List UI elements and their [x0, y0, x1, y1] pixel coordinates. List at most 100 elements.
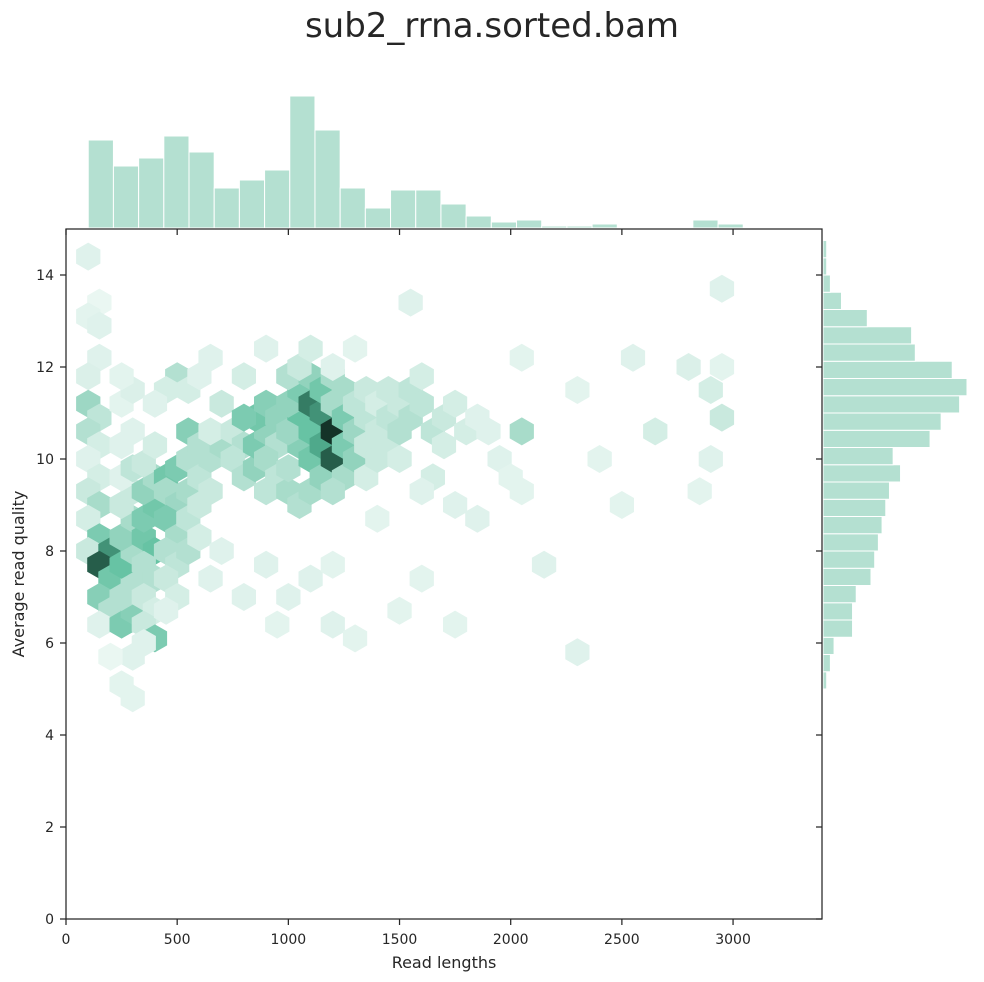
hexbin-178: [398, 288, 423, 317]
hexbin-0: [76, 242, 101, 271]
hexbin-150: [409, 389, 434, 418]
hexbin-194: [342, 624, 368, 653]
hexbin-175: [698, 445, 723, 473]
hexbin-63: [153, 504, 179, 533]
hexbin-156: [443, 389, 468, 418]
hist-x-bar-1: [112, 165, 140, 229]
hist-x-bar-17: [516, 219, 543, 229]
hexbin-189: [276, 583, 301, 611]
hist-y-bar-4: [822, 602, 854, 621]
hist-y-bar-25: [822, 240, 828, 259]
hexbin-168: [609, 491, 634, 519]
hexbin-107: [276, 417, 301, 446]
hist-y-bar-0: [822, 671, 828, 690]
hexbin-187: [231, 583, 256, 611]
hist-y-bar-6: [822, 567, 872, 586]
hexbin-113: [287, 353, 312, 381]
hexbin-5: [76, 362, 101, 391]
y-tick-label-4: 8: [45, 544, 54, 560]
hexbin-192: [265, 610, 290, 639]
hexbin-167: [587, 445, 612, 473]
y-tick-label-5: 10: [36, 452, 54, 468]
hexbin-4: [87, 343, 112, 372]
hexbin-58: [142, 431, 168, 460]
y-tick-label-1: 2: [45, 820, 54, 836]
hexbin-196: [443, 610, 468, 639]
hist-x-bar-2: [138, 157, 165, 229]
y-tick-label-2: 4: [45, 728, 54, 744]
hexbin-171: [676, 353, 701, 381]
y-tick-label-3: 6: [45, 636, 54, 652]
hexbin-3: [87, 311, 112, 340]
hist-y-bar-19: [822, 343, 916, 362]
hist-y-bar-18: [822, 360, 953, 379]
hist-y-bar-16: [822, 395, 961, 414]
hexbin-163: [509, 343, 534, 372]
hist-x-bar-4: [188, 151, 215, 229]
marginal-x-histogram: [87, 95, 744, 229]
hexbin-10: [76, 445, 101, 473]
hexbin-14: [76, 504, 101, 533]
hist-y-bar-20: [822, 326, 913, 345]
y-tick-label-7: 14: [36, 268, 54, 284]
hist-y-bar-14: [822, 429, 931, 448]
hist-x-bar-24: [692, 219, 719, 229]
hexbin-173: [698, 376, 723, 404]
x-tick-label-2: 1000: [271, 932, 307, 948]
hist-x-bar-5: [213, 187, 240, 229]
hexbin-81: [198, 417, 223, 446]
hexbin-69: [153, 596, 179, 625]
hexbin-29: [109, 523, 134, 552]
x-tick-label-4: 2000: [493, 932, 529, 948]
y-tick-label-6: 12: [36, 360, 54, 376]
hexbin-114: [298, 334, 323, 363]
hexbin-200: [409, 477, 434, 506]
hist-y-bar-22: [822, 291, 842, 310]
hexbin-96: [231, 403, 256, 432]
hexbin-160: [509, 417, 534, 446]
hexbin-172: [709, 353, 735, 381]
x-tick-label-6: 3000: [715, 932, 751, 948]
hexbin-161: [487, 445, 512, 473]
hexbin-146: [387, 445, 412, 473]
hexbin-193: [320, 610, 345, 639]
hist-x-bar-6: [238, 179, 266, 229]
hexbin-181: [254, 334, 279, 363]
hist-y-bar-3: [822, 619, 854, 638]
hist-x-bar-9: [314, 129, 341, 229]
hexbin-190: [298, 564, 323, 593]
hist-y-bar-10: [822, 498, 887, 517]
hexbin-39: [109, 362, 134, 391]
hexbin-177: [709, 274, 735, 303]
y-tick-label-0: 0: [45, 912, 54, 928]
hist-x-bar-12: [390, 189, 417, 229]
hist-y-bar-21: [822, 309, 868, 328]
hist-x-bar-8: [289, 95, 316, 229]
hist-x-bar-16: [490, 221, 518, 229]
hexbin-195: [387, 596, 412, 625]
x-tick-label-1: 500: [164, 932, 191, 948]
hist-x-bar-13: [415, 189, 442, 229]
hexbin-67: [153, 564, 179, 593]
hist-x-bar-14: [440, 203, 467, 229]
x-tick-label-5: 2500: [604, 932, 640, 948]
hist-x-bar-19: [566, 225, 593, 229]
hexbin-57: [131, 449, 156, 478]
plot-frame: [65, 228, 823, 920]
hexbin-183: [198, 343, 223, 372]
hist-y-bar-11: [822, 481, 890, 500]
hexbin-86: [187, 362, 212, 391]
hexbin-198: [465, 504, 490, 533]
hist-x-bar-20: [591, 223, 618, 229]
hexbin-plot: [76, 242, 735, 713]
hexbin-22: [87, 610, 112, 639]
hexbin-51: [120, 684, 145, 713]
x-tick-label-3: 1500: [382, 932, 418, 948]
hist-y-bar-2: [822, 636, 835, 655]
hexbin-197: [409, 564, 434, 593]
chart-title: sub2_rrna.sorted.bam: [305, 6, 679, 46]
hist-x-bar-25: [717, 223, 744, 229]
hexbin-201: [509, 477, 534, 506]
hexbin-159: [476, 417, 501, 446]
